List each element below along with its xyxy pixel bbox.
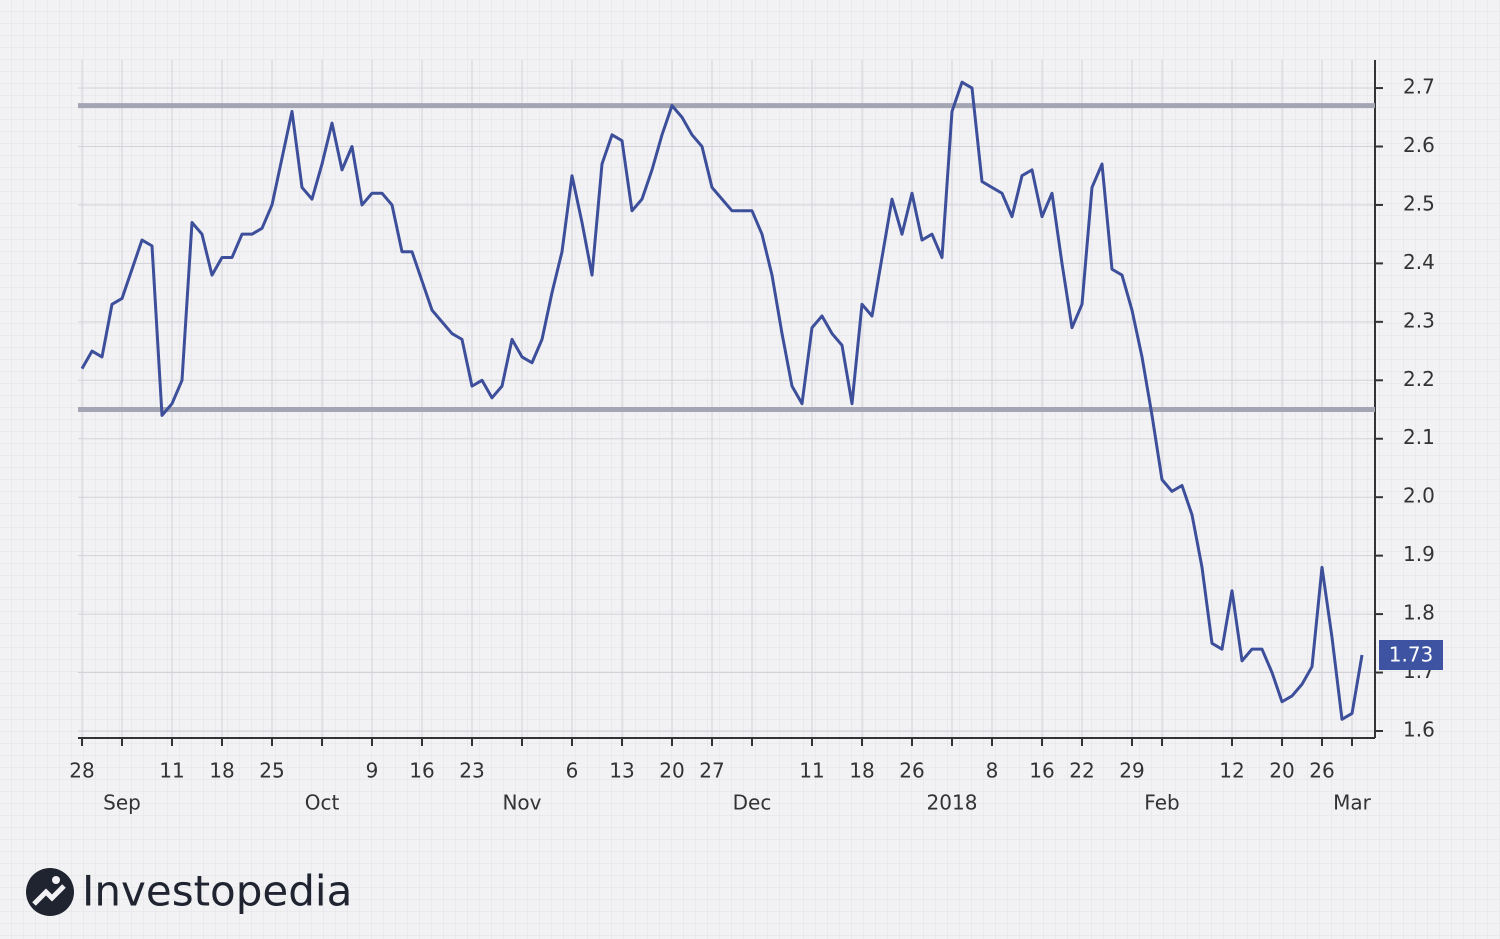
x-tick-label: 29 <box>1119 759 1144 783</box>
y-tick-label: 2.7 <box>1403 75 1435 99</box>
x-tick-label: 6 <box>566 759 579 783</box>
month-label: Nov <box>502 791 541 815</box>
x-tick-label: 11 <box>799 759 824 783</box>
x-tick-label: 11 <box>159 759 184 783</box>
last-value-label: 1.73 <box>1389 643 1434 667</box>
y-tick-label: 1.6 <box>1403 717 1435 741</box>
x-tick-label: 18 <box>209 759 234 783</box>
month-label: Dec <box>733 791 772 815</box>
month-label: Feb <box>1144 791 1179 815</box>
x-tick-label: 26 <box>899 759 924 783</box>
x-tick-label: 25 <box>259 759 284 783</box>
month-label: 2018 <box>927 791 978 815</box>
x-tick-label: 18 <box>849 759 874 783</box>
y-tick-label: 2.0 <box>1403 484 1435 508</box>
y-tick-label: 1.8 <box>1403 601 1435 625</box>
logo-icon-mark <box>32 884 66 906</box>
y-tick-label: 2.4 <box>1403 250 1435 274</box>
y-tick-label: 1.9 <box>1403 542 1435 566</box>
month-label: Oct <box>305 791 340 815</box>
x-tick-label: 8 <box>986 759 999 783</box>
logo-icon <box>26 868 74 916</box>
x-tick-label: 27 <box>699 759 724 783</box>
y-tick-label: 2.2 <box>1403 367 1435 391</box>
y-tick-label: 2.5 <box>1403 191 1435 215</box>
x-tick-label: 26 <box>1309 759 1334 783</box>
logo: Investopedia <box>26 867 352 916</box>
x-tick-label: 20 <box>659 759 684 783</box>
x-tick-label: 20 <box>1269 759 1294 783</box>
x-tick-label: 13 <box>609 759 634 783</box>
month-label: Mar <box>1333 791 1372 815</box>
x-tick-label: 16 <box>409 759 434 783</box>
x-tick-label: 22 <box>1069 759 1094 783</box>
x-tick-label: 12 <box>1219 759 1244 783</box>
y-tick-label: 2.6 <box>1403 133 1435 157</box>
month-label: Sep <box>103 791 141 815</box>
y-tick-label: 2.3 <box>1403 308 1435 332</box>
x-tick-label: 9 <box>366 759 379 783</box>
x-tick-label: 16 <box>1029 759 1054 783</box>
logo-icon-dot <box>52 876 60 884</box>
x-tick-label: 23 <box>459 759 484 783</box>
y-tick-label: 2.1 <box>1403 425 1435 449</box>
x-tick-label: 28 <box>69 759 94 783</box>
last-value-tag <box>1379 640 1443 671</box>
line <box>80 80 1364 721</box>
logo-text: Investopedia <box>82 867 352 916</box>
